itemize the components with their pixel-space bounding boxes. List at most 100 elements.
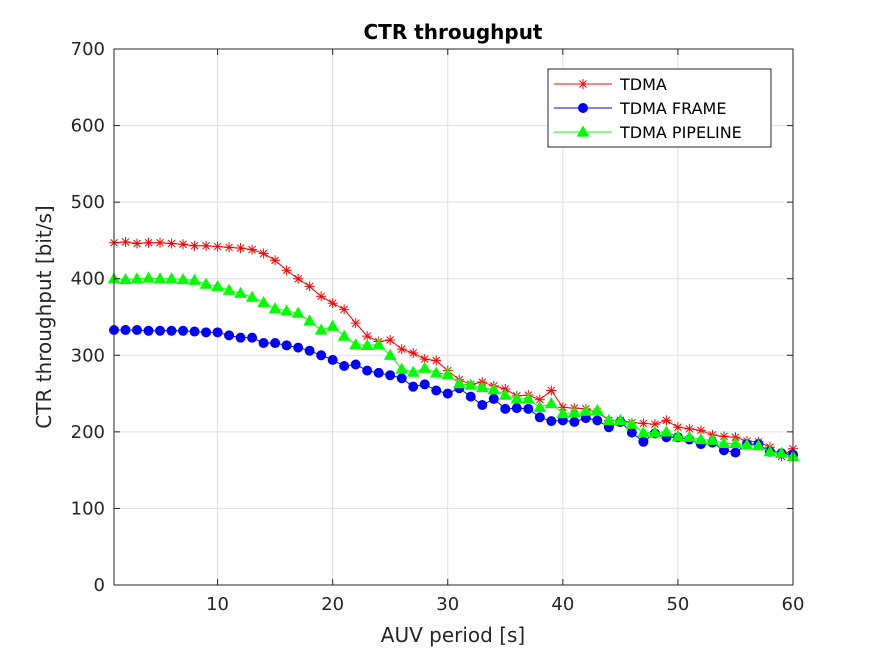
data-point	[510, 392, 524, 404]
data-point	[257, 295, 270, 308]
data-point-stroke	[651, 420, 659, 429]
data-point-stroke	[190, 241, 199, 250]
data-point	[487, 383, 501, 395]
data-point	[316, 291, 327, 302]
y-axis-label: CTR throughput [bit/s]	[32, 205, 56, 428]
data-point	[533, 400, 547, 412]
y-tick-label: 100	[71, 498, 105, 519]
x-tick-label: 10	[206, 594, 229, 615]
data-point	[211, 279, 224, 291]
data-point	[349, 338, 363, 350]
data-point	[120, 325, 131, 336]
data-point	[408, 381, 419, 392]
data-point	[500, 403, 511, 414]
y-tick-label: 300	[71, 345, 105, 366]
data-point-stroke	[432, 356, 441, 365]
data-point	[511, 403, 522, 414]
data-point	[683, 430, 696, 442]
data-point-stroke	[386, 336, 395, 344]
data-point	[695, 425, 706, 436]
legend-marker-stroke	[579, 80, 587, 88]
data-point	[212, 241, 223, 252]
data-point-stroke	[685, 424, 694, 433]
data-point	[326, 319, 340, 331]
data-point	[293, 342, 304, 353]
data-point	[270, 338, 281, 349]
series-2	[107, 271, 800, 461]
data-point-stroke	[662, 416, 671, 425]
data-point	[475, 380, 489, 393]
x-tick-label: 30	[436, 594, 459, 615]
data-point	[337, 329, 351, 341]
data-point	[212, 327, 223, 338]
data-point	[546, 385, 557, 396]
data-point	[155, 325, 166, 336]
data-point	[224, 330, 235, 341]
legend-marker	[578, 103, 588, 113]
data-point-stroke	[133, 239, 141, 248]
data-point	[592, 415, 603, 426]
data-point	[660, 425, 673, 437]
data-point	[590, 403, 604, 416]
data-point	[752, 439, 765, 451]
data-point-stroke	[351, 319, 360, 327]
y-tick-label: 0	[94, 575, 105, 596]
data-point	[385, 370, 396, 381]
data-point	[132, 325, 143, 336]
data-point	[408, 347, 419, 358]
data-point	[429, 366, 443, 378]
data-point	[419, 379, 430, 390]
legend-entry-label: TDMA	[619, 75, 667, 94]
legend-entry-label: TDMA PIPELINE	[619, 123, 742, 142]
y-tick-label: 400	[71, 269, 105, 290]
data-point	[130, 272, 144, 284]
data-point	[188, 273, 201, 285]
data-point-stroke	[294, 274, 302, 283]
data-point	[372, 338, 386, 350]
data-point	[235, 332, 246, 343]
data-point-stroke	[409, 349, 418, 357]
data-point	[395, 362, 409, 374]
data-point	[567, 406, 581, 418]
data-point	[648, 426, 662, 438]
data-point	[350, 318, 361, 329]
data-point	[431, 385, 442, 396]
data-point	[441, 367, 455, 380]
data-point	[327, 298, 338, 309]
data-point-stroke	[144, 238, 153, 247]
data-point	[396, 344, 407, 355]
data-point	[189, 240, 200, 251]
data-point	[556, 406, 570, 419]
data-point	[235, 243, 246, 254]
data-point	[534, 412, 545, 423]
data-point	[201, 240, 212, 251]
data-point	[775, 446, 788, 458]
data-point-stroke	[674, 423, 682, 432]
data-point-stroke	[202, 241, 210, 250]
data-point-stroke	[697, 426, 705, 435]
data-point-stroke	[271, 256, 279, 265]
legend-entry-label: TDMA FRAME	[619, 99, 726, 118]
x-tick-label: 40	[551, 594, 574, 615]
data-point	[694, 433, 708, 445]
data-point	[303, 314, 317, 326]
data-point-stroke	[156, 238, 164, 247]
data-point	[176, 272, 190, 285]
data-point	[245, 290, 259, 302]
legend-marker	[578, 79, 588, 89]
data-point	[383, 348, 397, 360]
data-point	[281, 265, 292, 276]
data-point-stroke	[179, 240, 187, 249]
y-tick-label: 700	[71, 39, 105, 60]
data-point	[614, 413, 627, 425]
data-point	[153, 272, 167, 284]
data-point	[201, 327, 212, 338]
data-point	[763, 445, 777, 457]
data-point	[142, 271, 155, 283]
legend-marker	[576, 125, 590, 137]
data-point	[281, 340, 292, 351]
chart-title: CTR throughput	[364, 20, 543, 44]
data-point-stroke	[397, 345, 406, 354]
